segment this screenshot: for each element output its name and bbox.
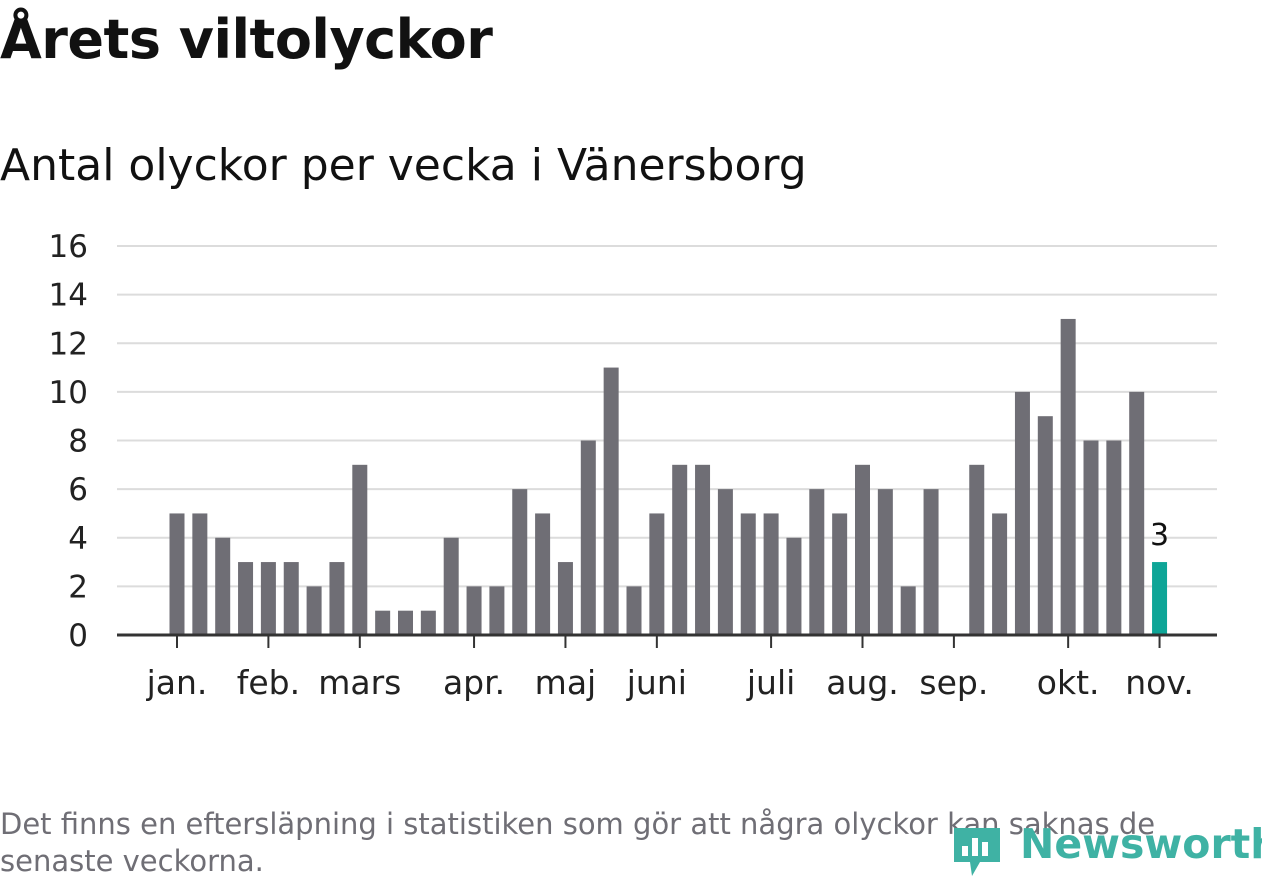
x-tick-label: sep. <box>919 663 988 702</box>
bar <box>877 489 893 635</box>
bar <box>260 562 276 635</box>
y-tick-label: 2 <box>68 569 88 605</box>
bar <box>626 586 642 635</box>
x-tick-label: okt. <box>1037 663 1100 702</box>
bar-highlight <box>1152 562 1168 635</box>
bar <box>1037 416 1053 635</box>
bar <box>1106 440 1122 635</box>
bar <box>535 513 551 635</box>
bar <box>832 513 848 635</box>
x-tick-label: juni <box>626 663 687 702</box>
bar-value-label: 3 <box>1150 518 1169 553</box>
chart-subtitle: Antal olyckor per vecka i Vänersborg <box>0 140 807 191</box>
y-tick-label: 4 <box>68 521 88 557</box>
newsworthy-logo: Newsworthy <box>950 818 1262 878</box>
bar <box>649 513 665 635</box>
bar <box>306 586 322 635</box>
bar <box>215 537 231 635</box>
bar <box>1014 391 1030 635</box>
bar <box>1060 318 1076 635</box>
bar <box>900 586 916 635</box>
y-tick-label: 16 <box>49 229 88 265</box>
x-tick-label: juli <box>746 663 795 702</box>
bar <box>512 489 528 635</box>
gridlines <box>117 245 1217 588</box>
bar <box>443 537 459 635</box>
bar <box>489 586 505 635</box>
x-tick-label: aug. <box>826 663 899 702</box>
bar <box>672 464 688 635</box>
bar <box>969 464 985 635</box>
bar <box>238 562 254 635</box>
bar <box>329 562 345 635</box>
y-axis-ticks: 0 2 4 6 8 10 12 14 16 <box>49 229 88 654</box>
bar <box>375 610 391 635</box>
bar <box>1083 440 1099 635</box>
bar <box>580 440 596 635</box>
bar <box>695 464 711 635</box>
x-tick-label: mars <box>318 663 401 702</box>
bar <box>1129 391 1145 635</box>
bar <box>169 513 185 635</box>
x-axis: jan. feb. mars apr. maj juni juli aug. sep. okt. n… <box>117 633 1217 702</box>
y-tick-label: 10 <box>49 375 88 411</box>
bar <box>740 513 756 635</box>
bar <box>398 610 413 635</box>
chart-title: Årets viltolyckor <box>0 8 493 71</box>
bar <box>420 610 436 635</box>
y-tick-label: 8 <box>68 424 88 460</box>
bar <box>603 367 619 635</box>
y-tick-label: 12 <box>49 326 88 362</box>
bar <box>352 464 368 635</box>
newsworthy-logo-icon <box>954 828 1000 876</box>
x-tick-label: apr. <box>443 663 505 702</box>
x-tick-label: nov. <box>1125 663 1194 702</box>
bar <box>809 489 825 635</box>
bar <box>992 513 1008 635</box>
bar <box>283 562 299 635</box>
bar <box>557 562 573 635</box>
bars: 3 <box>169 318 1169 635</box>
y-tick-label: 6 <box>68 472 88 508</box>
bar <box>466 586 482 635</box>
bar <box>923 489 939 635</box>
x-tick-label: jan. <box>146 663 208 702</box>
y-tick-label: 14 <box>49 278 88 314</box>
newsworthy-logo-text: Newsworthy <box>1020 820 1262 868</box>
y-tick-label: 0 <box>68 618 88 654</box>
x-tick-label: maj <box>535 663 597 702</box>
x-tick-label: feb. <box>237 663 300 702</box>
bar <box>717 489 733 635</box>
bar <box>192 513 208 635</box>
bar <box>786 537 802 635</box>
bar <box>763 513 779 635</box>
bar <box>855 464 870 635</box>
